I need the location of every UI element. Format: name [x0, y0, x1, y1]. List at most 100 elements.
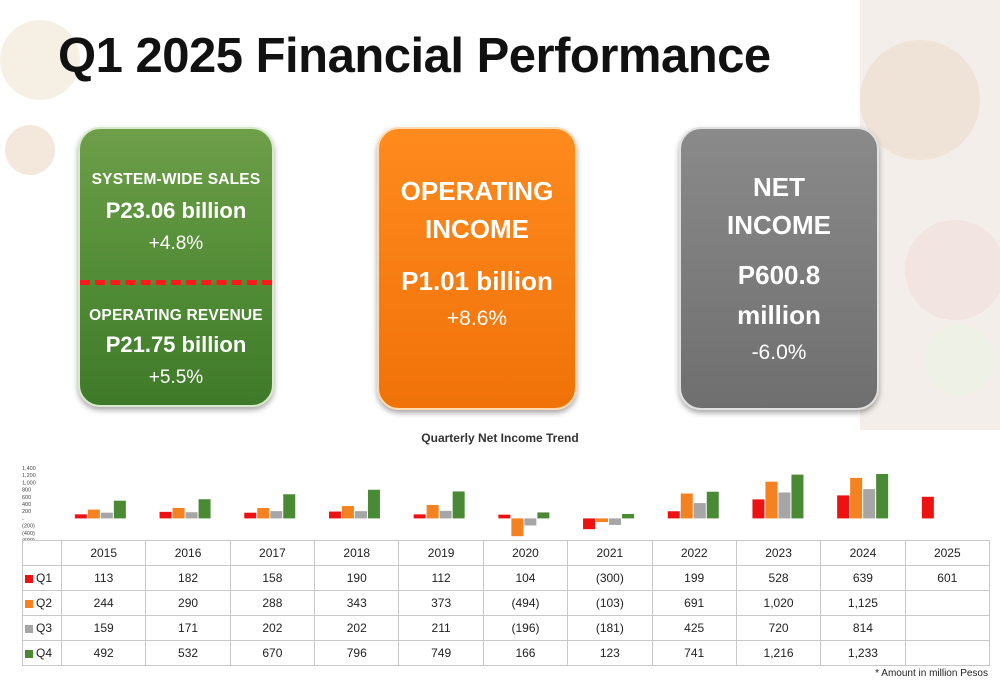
table-cell: (196) — [482, 615, 569, 641]
table-header-row: 2015 2016 2017 2018 2019 2020 2021 2022 2023 2024… — [22, 540, 991, 566]
y-tick-label: 1,400 — [22, 466, 36, 472]
legend-swatch — [25, 649, 33, 658]
table-cell: 190 — [314, 565, 400, 591]
bar-q3-2021 — [609, 518, 622, 525]
table-year-header: 2017 — [229, 540, 316, 566]
net-income-label-line2: INCOME — [727, 210, 831, 240]
table-year-header: 2025 — [904, 540, 991, 566]
operating-income-label-line1: OPERATING — [400, 176, 554, 206]
table-cell: 158 — [229, 565, 316, 591]
table-cell: 113 — [60, 565, 147, 591]
background-food-blob — [905, 220, 1000, 320]
table-cell: 166 — [482, 640, 569, 666]
operating-income-change: +8.6% — [446, 307, 508, 330]
table-year-header: 2021 — [567, 540, 653, 566]
bar-q4-2018 — [367, 489, 380, 519]
system-wide-sales-change: +4.8% — [148, 233, 204, 254]
operating-income-value: P1.01 billion — [401, 266, 553, 296]
table-cell: 123 — [567, 640, 653, 666]
legend-entry-q3: Q3 — [22, 615, 62, 641]
table-cell: 1,125 — [820, 590, 906, 616]
bar-q2-2021 — [596, 518, 609, 523]
bar-group — [74, 474, 934, 537]
bar-q4-2016 — [198, 499, 211, 519]
table-cell: 171 — [145, 615, 231, 641]
table-cell: 290 — [145, 590, 231, 616]
bar-q4-2023 — [791, 474, 804, 519]
background-product-collage — [860, 0, 1000, 430]
legend-label: Q4 — [36, 646, 53, 660]
bar-q2-2023 — [765, 481, 778, 519]
table-year-header: 2023 — [735, 540, 822, 566]
operating-revenue-value: P21.75 billion — [105, 332, 247, 357]
bar-q4-2015 — [113, 500, 126, 519]
y-tick-label: (200) — [22, 524, 35, 530]
operating-income-card: OPERATING INCOME P1.01 billion +8.6% — [377, 127, 577, 410]
table-cell: 343 — [314, 590, 400, 616]
table-cell — [904, 590, 991, 616]
table-year-header: 2022 — [651, 540, 737, 566]
operating-revenue-label: OPERATING REVENUE — [89, 307, 263, 324]
table-corner-cell — [22, 540, 62, 566]
table-year-header: 2020 — [482, 540, 569, 566]
net-income-value-line1: P600.8 — [737, 260, 821, 290]
footnote: * Amount in million Pesos — [875, 668, 988, 679]
bar-q4-2020 — [537, 512, 550, 519]
bar-q1-2020 — [498, 514, 511, 519]
bar-q2-2024 — [850, 477, 863, 519]
table-year-header: 2015 — [60, 540, 147, 566]
table-cell: 741 — [651, 640, 737, 666]
bar-q1-2018 — [328, 511, 341, 519]
legend-entry-q2: Q2 — [22, 590, 62, 616]
y-tick-label: 600 — [22, 495, 31, 501]
bar-q3-2023 — [778, 492, 791, 519]
table-cell: 691 — [651, 590, 737, 616]
bar-q3-2017 — [270, 511, 283, 519]
table-year-header: 2018 — [314, 540, 400, 566]
table-cell: 425 — [651, 615, 737, 641]
bar-q1-2016 — [159, 511, 172, 519]
table-cell: 796 — [314, 640, 400, 666]
operating-income-label-line2: INCOME — [425, 214, 529, 244]
table-cell: (300) — [567, 565, 653, 591]
table-cell: 202 — [314, 615, 400, 641]
table-cell: 159 — [60, 615, 147, 641]
y-tick-label: 1,000 — [22, 480, 36, 486]
table-cell: 492 — [60, 640, 147, 666]
table-cell — [904, 615, 991, 641]
table-row: Q3 159 171 202 202 211 (196) (181) 425 720 814 — [22, 615, 991, 641]
bar-q2-2015 — [87, 509, 100, 519]
legend-label: Q1 — [36, 571, 53, 585]
net-income-change: -6.0% — [751, 341, 807, 364]
background-food-blob — [925, 325, 995, 395]
bar-q3-2020 — [524, 518, 537, 526]
system-wide-sales-label: SYSTEM-WIDE SALES — [91, 171, 261, 188]
bar-q4-2019 — [452, 491, 465, 519]
table-cell: (494) — [482, 590, 569, 616]
legend-entry-q1: Q1 — [22, 565, 62, 591]
table-cell: 104 — [482, 565, 569, 591]
y-tick-label: 200 — [22, 509, 31, 515]
legend-swatch — [25, 574, 33, 583]
y-tick-label: 800 — [22, 488, 31, 494]
page-title: Q1 2025 Financial Performance — [58, 29, 771, 83]
table-cell: 182 — [145, 565, 231, 591]
net-income-label-line1: NET — [753, 172, 805, 202]
bar-q3-2019 — [439, 510, 452, 519]
table-row: Q2 244 290 288 343 373 (494) (103) 691 1,020 1,125 — [22, 590, 991, 616]
bar-q4-2021 — [622, 513, 635, 519]
chart-title: Quarterly Net Income Trend — [421, 431, 579, 445]
table-cell: 749 — [398, 640, 484, 666]
table-cell: (181) — [567, 615, 653, 641]
legend-label: Q3 — [36, 621, 53, 635]
bar-q4-2024 — [876, 474, 889, 519]
net-income-value-line2: million — [737, 300, 821, 330]
bar-q3-2022 — [693, 503, 706, 519]
bar-q2-2020 — [511, 518, 524, 537]
system-wide-sales-value: P23.06 billion — [105, 198, 247, 223]
bar-q2-2018 — [341, 506, 354, 519]
y-tick-label: (400) — [22, 531, 35, 537]
bar-q3-2016 — [185, 512, 198, 519]
